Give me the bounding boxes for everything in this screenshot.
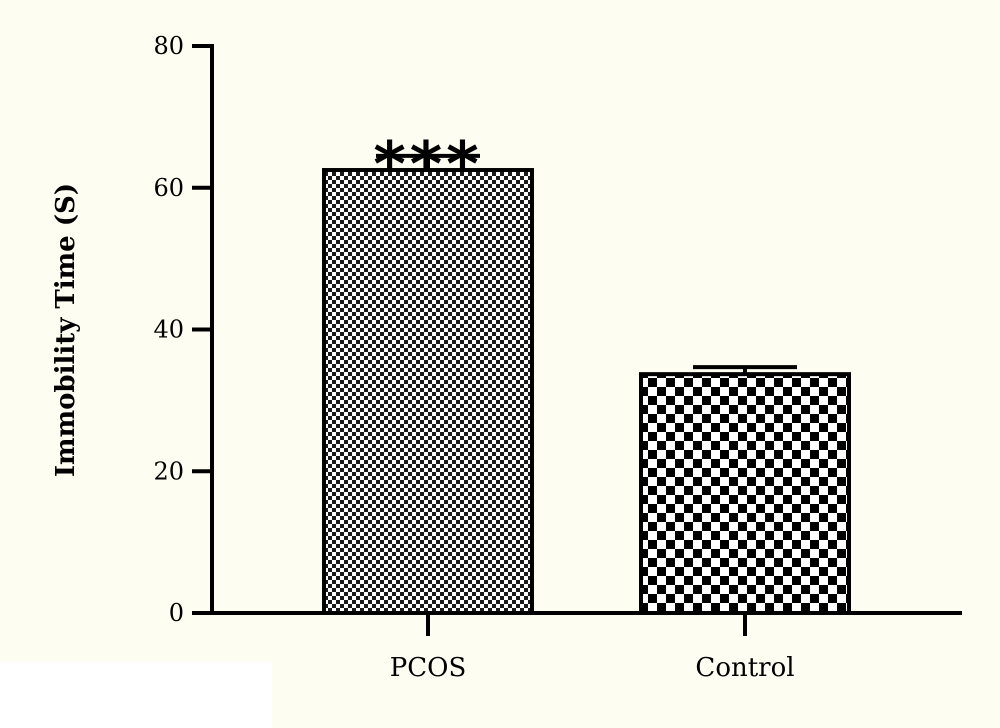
x-tick-label-control: Control xyxy=(695,653,794,683)
y-tick-label-20: 20 xyxy=(153,457,184,485)
significance-label-pcos: *** xyxy=(373,128,482,201)
error-bars-layer xyxy=(376,153,797,375)
bar-control xyxy=(639,372,851,615)
y-tick-label-40: 40 xyxy=(153,316,184,344)
axes-layer xyxy=(192,44,962,636)
bar-pcos xyxy=(322,168,534,615)
label-band-background xyxy=(272,662,1000,728)
labels-layer: *** PCOS Control 0 20 40 60 80 xyxy=(153,32,794,683)
y-tick-label-0: 0 xyxy=(169,599,184,627)
x-tick-label-pcos: PCOS xyxy=(390,653,467,683)
y-tick-label-60: 60 xyxy=(153,174,184,202)
y-axis-title: Immobility Time (S) xyxy=(51,183,81,477)
y-tick-label-80: 80 xyxy=(153,32,184,60)
